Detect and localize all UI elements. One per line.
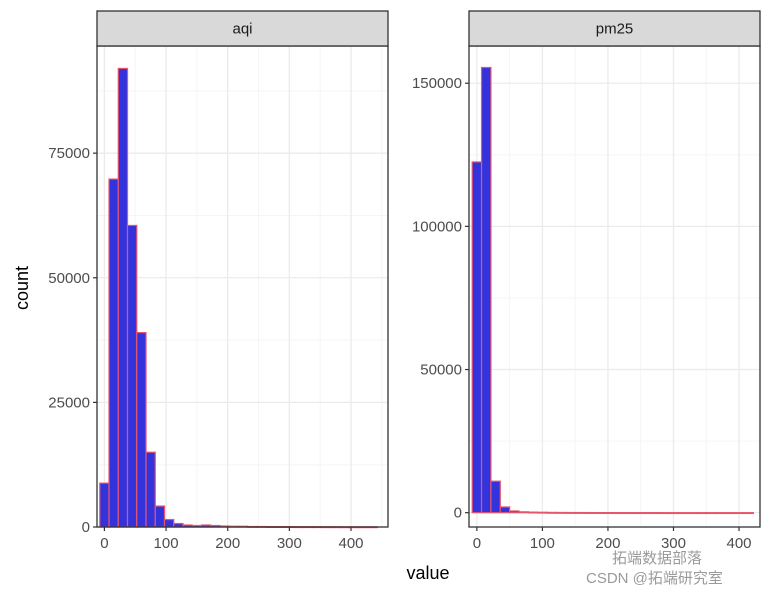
histogram-bar: [126, 224, 138, 528]
histogram-bar: [555, 511, 567, 514]
x-tick-label: 100: [154, 535, 179, 552]
histogram-bar: [537, 511, 548, 514]
histogram-bar: [612, 512, 623, 515]
histogram-bar: [630, 512, 642, 515]
panel-pm25: pm25 0 100 200 300 400 0 50000 100000 150000: [412, 10, 761, 552]
y-tick-label: 50000: [48, 270, 90, 287]
histogram-bar: [527, 511, 539, 514]
histogram-bar: [565, 511, 576, 514]
x-tick-label: 100: [530, 535, 555, 552]
histogram-bar: [584, 511, 595, 514]
x-tick-label: 300: [277, 535, 302, 552]
histogram-bar: [136, 332, 147, 528]
x-tick-label: 0: [473, 535, 481, 552]
histogram-bar: [640, 512, 651, 515]
histogram-bar: [621, 512, 633, 515]
panel-aqi: aqi 0 100 200 300 400 0 25000 50000 75000: [48, 10, 389, 552]
histogram-bar: [593, 511, 604, 514]
histogram-bar: [677, 512, 689, 515]
y-tick-label: 150000: [412, 75, 462, 92]
histogram-bar: [724, 512, 736, 515]
histogram-bar: [99, 482, 110, 528]
x-axis-title: value: [406, 563, 449, 583]
x-tick-label: 200: [215, 535, 240, 552]
histogram-bar: [509, 510, 520, 514]
histogram-bar: [696, 512, 708, 515]
watermark-line2: CSDN @拓端研究室: [586, 570, 723, 587]
histogram-bar: [705, 512, 717, 515]
watermark-line1: 拓端数据部落: [612, 550, 702, 567]
y-tick-label: 75000: [48, 145, 90, 162]
x-tick-label: 0: [100, 535, 108, 552]
histogram-bar: [734, 512, 745, 515]
histogram-bar: [108, 178, 119, 528]
histogram-bar: [668, 512, 679, 515]
x-tick-label: 200: [595, 535, 620, 552]
histogram-bar: [574, 511, 586, 514]
histogram-bar: [163, 518, 175, 528]
facet-strip-label: pm25: [596, 21, 634, 38]
x-tick-label: 400: [727, 535, 752, 552]
histogram-bar: [518, 511, 530, 514]
histogram-bar: [687, 512, 698, 515]
x-tick-label: 400: [338, 535, 363, 552]
facet-strip-label: aqi: [232, 21, 252, 38]
y-tick-label: 50000: [420, 362, 462, 379]
x-tick-label: 300: [661, 535, 686, 552]
histogram-bar: [471, 161, 483, 514]
panel-background: [469, 46, 760, 527]
facet-strip: [468, 10, 761, 47]
histogram-bar: [145, 451, 156, 528]
histogram-bar: [649, 512, 661, 515]
histogram-bar: [154, 505, 166, 528]
histogram-bar: [602, 511, 614, 514]
histogram-bar: [659, 512, 670, 515]
histogram-bar: [490, 480, 501, 514]
y-axis-title: count: [12, 266, 32, 310]
y-tick-label: 0: [454, 505, 462, 522]
histogram-bar: [743, 512, 754, 515]
histogram-bar: [715, 512, 726, 515]
histogram-bar: [546, 511, 558, 514]
y-tick-label: 0: [82, 519, 90, 536]
histogram-bar: [480, 66, 492, 514]
y-tick-label: 25000: [48, 394, 90, 411]
histogram-bar: [499, 506, 511, 514]
histogram-bar: [117, 67, 129, 528]
facet-strip: [96, 10, 389, 47]
y-tick-label: 100000: [412, 218, 462, 235]
